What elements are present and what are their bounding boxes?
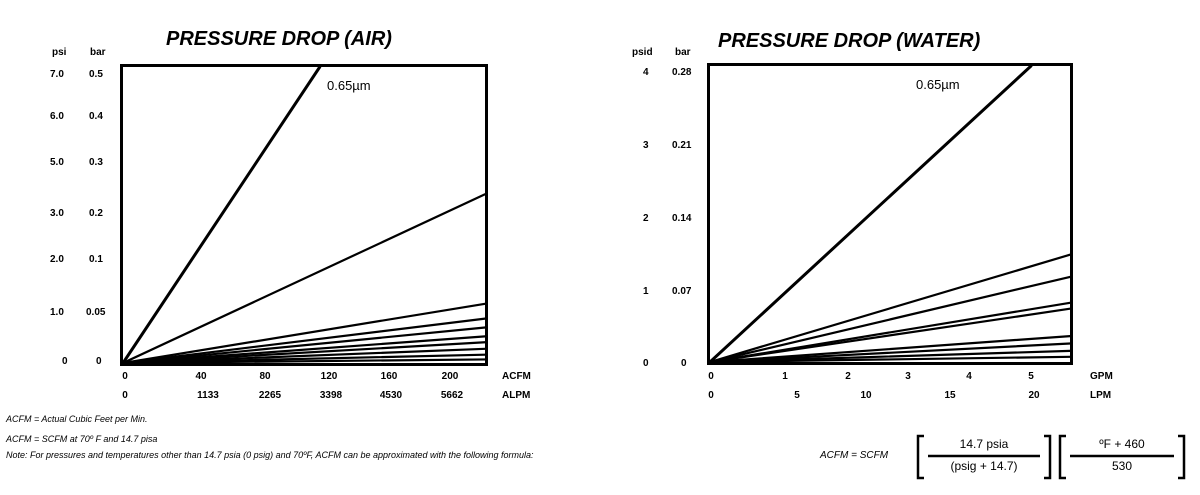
- water-series-line-3: [708, 275, 1072, 364]
- air-acfm-tick: 200: [441, 371, 459, 382]
- air-acfm-tick: 0: [122, 371, 128, 382]
- water-lpm-tick: 10: [860, 390, 872, 401]
- air-acfm-tick: 160: [380, 371, 398, 382]
- water-psid-tick: 0: [643, 358, 649, 369]
- air-alpm-tick: 3398: [319, 390, 343, 401]
- note-acfm-scfm: ACFM = SCFM at 70º F and 14.7 pisa: [6, 434, 158, 444]
- water-psid-tick: 2: [643, 213, 649, 224]
- water-gpm-tick: 4: [966, 371, 972, 382]
- air-alpm-tick: 1133: [197, 390, 219, 401]
- air-plot-area: [121, 65, 487, 365]
- water-lpm-tick: 20: [1028, 390, 1040, 401]
- formula-frac2-numerator: ºF + 460: [1099, 437, 1145, 451]
- air-psi-tick: 6.0: [50, 111, 64, 122]
- water-x-unit-gpm: GPM: [1090, 371, 1113, 382]
- water-gpm-tick: 2: [845, 371, 851, 382]
- air-x-unit-acfm: ACFM: [502, 371, 531, 382]
- air-series-annotation: 0.65µm: [327, 78, 371, 93]
- air-series-line-5: [121, 326, 487, 365]
- water-series-annotation: 0.65µm: [916, 77, 960, 92]
- air-psi-tick: 1.0: [50, 307, 64, 318]
- formula-lhs: ACFM = SCFM: [820, 450, 889, 461]
- air-alpm-tick: 4530: [379, 390, 403, 401]
- air-bar-tick: 0: [96, 356, 102, 367]
- air-alpm-tick: 2265: [258, 390, 282, 401]
- air-alpm-tick: 0: [122, 390, 128, 401]
- air-alpm-tick: 5662: [440, 390, 464, 401]
- air-bar-tick: 0.4: [89, 111, 103, 122]
- air-psi-tick: 7.0: [50, 69, 64, 80]
- water-lpm-tick: 0: [708, 390, 714, 401]
- water-series-line-7: [708, 342, 1072, 364]
- air-series-line-3: [121, 302, 487, 365]
- air-chart-title: PRESSURE DROP (AIR): [166, 28, 392, 50]
- formula-frac1-numerator: 14.7 psia: [959, 437, 1009, 451]
- water-lpm-tick: 5: [794, 390, 800, 401]
- air-bar-tick: 0.05: [86, 307, 106, 318]
- air-x-unit-alpm: ALPM: [502, 390, 531, 401]
- formula-brackets: [916, 434, 1186, 480]
- air-series-line-10: [121, 358, 487, 365]
- water-bar-tick: 0.21: [672, 140, 692, 151]
- water-gpm-tick: 0: [708, 371, 714, 382]
- air-plot-frame: [120, 64, 488, 366]
- air-y-unit-bar: bar: [90, 47, 106, 58]
- water-series-line-2: [708, 253, 1072, 364]
- air-bar-tick: 0.3: [89, 157, 103, 168]
- water-series-line-1: [708, 64, 1033, 364]
- note-acfm-definition: ACFM = Actual Cubic Feet per Min.: [6, 414, 148, 424]
- water-psid-tick: 1: [643, 286, 649, 297]
- water-bar-tick: 0.07: [672, 286, 692, 297]
- water-gpm-tick: 3: [905, 371, 911, 382]
- water-y-unit-bar: bar: [675, 47, 691, 58]
- air-series-line-4: [121, 317, 487, 365]
- water-series-line-9: [708, 355, 1072, 364]
- formula-frac2-denominator: 530: [1111, 459, 1133, 473]
- air-psi-tick: 2.0: [50, 254, 64, 265]
- air-series-line-2: [121, 193, 487, 365]
- air-bar-tick: 0.2: [89, 208, 103, 219]
- water-bar-tick: 0: [681, 358, 687, 369]
- note-conversion: Note: For pressures and temperatures oth…: [6, 450, 534, 460]
- air-acfm-tick: 40: [195, 371, 207, 382]
- water-chart-title: PRESSURE DROP (WATER): [718, 30, 981, 52]
- water-series-line-5: [708, 307, 1072, 364]
- air-psi-tick: 3.0: [50, 208, 64, 219]
- water-gpm-tick: 1: [782, 371, 788, 382]
- air-series-line-1: [121, 65, 322, 365]
- water-lpm-tick: 15: [944, 390, 956, 401]
- air-y-unit-psi: psi: [52, 47, 67, 58]
- air-psi-tick: 5.0: [50, 157, 64, 168]
- air-acfm-tick: 120: [320, 371, 338, 382]
- water-psid-tick: 4: [643, 67, 649, 78]
- water-y-unit-psid: psid: [632, 47, 653, 58]
- air-psi-tick: 0: [62, 356, 68, 367]
- water-bar-tick: 0.14: [672, 213, 692, 224]
- air-bar-tick: 0.1: [89, 254, 103, 265]
- water-x-unit-lpm: LPM: [1090, 390, 1112, 401]
- water-gpm-tick: 5: [1028, 371, 1034, 382]
- water-plot-area: [708, 64, 1072, 364]
- water-series-line-6: [708, 335, 1072, 364]
- water-psid-tick: 3: [643, 140, 649, 151]
- air-acfm-tick: 80: [259, 371, 271, 382]
- formula-frac1-denominator: (psig + 14.7): [950, 459, 1018, 473]
- water-bar-tick: 0.28: [672, 67, 692, 78]
- water-plot-frame: [707, 63, 1073, 365]
- air-bar-tick: 0.5: [89, 69, 103, 80]
